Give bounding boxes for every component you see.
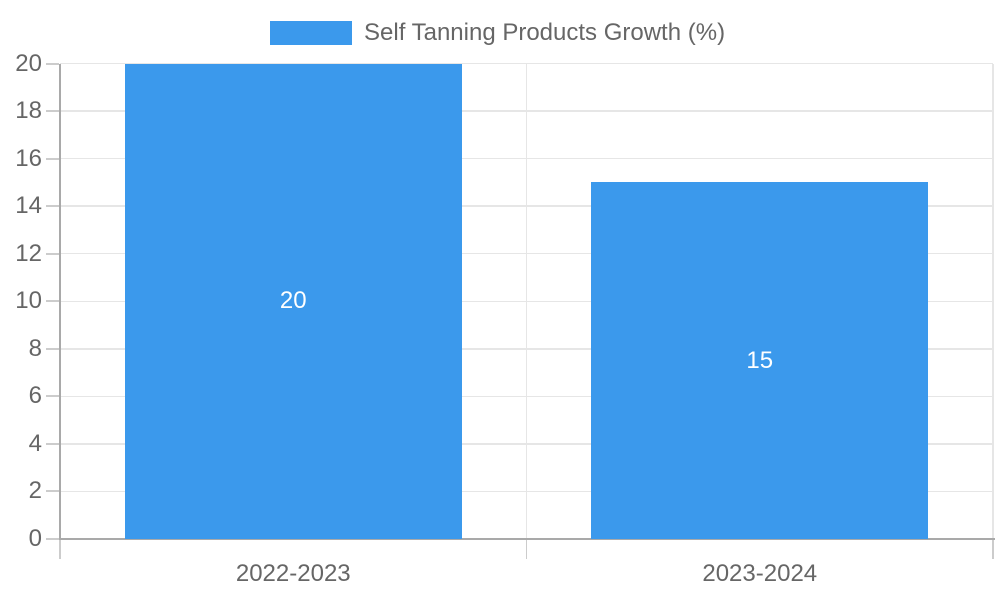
y-tick-mark <box>46 62 59 65</box>
y-tick-mark <box>46 442 59 445</box>
x-axis-line <box>58 537 995 540</box>
legend-swatch[interactable] <box>270 21 352 45</box>
y-tick-label: 4 <box>28 429 42 457</box>
y-tick-mark <box>46 157 59 160</box>
gridline-vertical <box>992 63 994 539</box>
y-tick-mark <box>46 538 59 540</box>
legend-label[interactable]: Self Tanning Products Growth (%) <box>364 19 726 46</box>
legend[interactable]: Self Tanning Products Growth (%) <box>270 21 725 45</box>
bar-2023-2024[interactable]: 15 <box>591 182 929 539</box>
x-tick-label-2022-2023: 2022-2023 <box>235 560 351 587</box>
bar-value-label: 20 <box>279 287 307 315</box>
x-tick-mark <box>992 540 994 559</box>
y-axis-line <box>58 63 61 540</box>
x-tick-label-2023-2024: 2023-2024 <box>702 560 818 587</box>
y-tick-mark <box>46 490 59 493</box>
y-tick-label: 0 <box>28 525 42 552</box>
y-tick-mark <box>46 395 59 398</box>
y-tick-mark <box>46 252 59 255</box>
x-tick-mark <box>525 540 528 559</box>
y-tick-label: 10 <box>15 287 42 315</box>
y-tick-label: 12 <box>15 239 42 267</box>
bar-2022-2023[interactable]: 20 <box>124 63 462 539</box>
y-tick-label: 8 <box>28 334 42 362</box>
gridline-vertical <box>525 63 528 539</box>
y-tick-label: 14 <box>15 192 42 220</box>
y-tick-label: 16 <box>15 144 42 172</box>
x-tick-mark <box>59 540 61 559</box>
y-tick-mark <box>46 347 59 350</box>
y-tick-label: 6 <box>28 382 42 410</box>
y-tick-mark <box>46 300 59 303</box>
y-tick-label: 18 <box>15 97 42 125</box>
y-tick-label: 20 <box>15 49 42 77</box>
bar-value-label: 15 <box>746 346 774 374</box>
y-tick-label: 2 <box>28 477 42 505</box>
y-tick-mark <box>46 205 59 208</box>
y-tick-mark <box>46 110 59 113</box>
